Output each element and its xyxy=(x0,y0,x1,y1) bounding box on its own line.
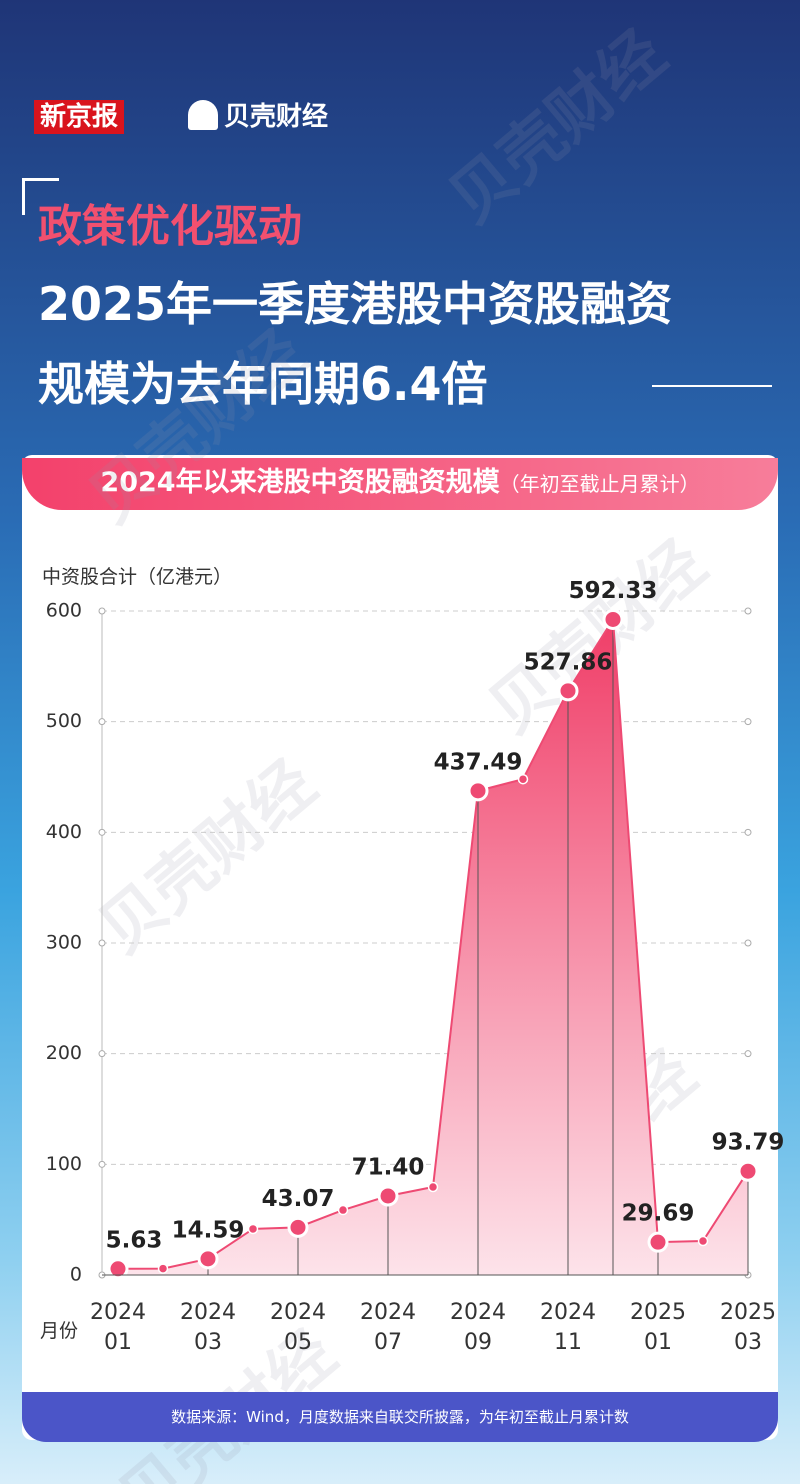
data-point xyxy=(107,1258,129,1280)
data-point xyxy=(157,1263,169,1274)
value-label: 93.79 xyxy=(712,1130,785,1156)
brand-logo: 新京报 xyxy=(34,100,125,134)
title-line: 规模为去年同期6.4倍 xyxy=(38,357,488,411)
brand-logo-2: 贝壳财经 xyxy=(224,102,329,132)
y-tick-label: 200 xyxy=(46,1042,82,1064)
value-label: 43.07 xyxy=(262,1186,335,1212)
value-label: 71.40 xyxy=(352,1154,425,1180)
shell-icon xyxy=(188,100,218,130)
y-axis-label: 中资股合计（亿港元） xyxy=(42,566,233,588)
data-point xyxy=(602,608,624,630)
chart-title: 2024年以来港股中资股融资规模 xyxy=(100,467,500,498)
tick-dot xyxy=(98,607,106,615)
line xyxy=(117,616,749,1270)
y-tick-label: 600 xyxy=(46,600,82,622)
data-point xyxy=(377,1185,399,1207)
data-point xyxy=(287,1216,309,1238)
data-point xyxy=(427,1181,439,1193)
x-tick-label: 2024 03 xyxy=(180,1300,236,1355)
tick-dot xyxy=(98,1160,106,1168)
data-point xyxy=(197,1248,219,1270)
tick-dot xyxy=(98,828,106,836)
corner-deco xyxy=(22,178,59,215)
tick-dot xyxy=(744,718,752,726)
watermark: 贝壳财经 xyxy=(76,317,320,538)
data-point xyxy=(517,773,529,785)
x-tick-label: 2024 09 xyxy=(450,1300,506,1355)
title-line: 2025年一季度港股中资股融资 xyxy=(38,277,673,331)
x-tick-label: 2024 07 xyxy=(360,1300,416,1355)
x-tick-label: 2024 11 xyxy=(540,1300,596,1355)
chart-subtitle: （年初至截止月累计） xyxy=(499,472,700,496)
source-note: 数据来源：Wind，月度数据来自联交所披露，为年初至截止月累计数 xyxy=(22,1392,778,1442)
y-tick-label: 300 xyxy=(46,932,82,954)
watermark: 贝壳财经 xyxy=(86,747,330,968)
y-tick-label: 500 xyxy=(46,710,82,732)
tick-dot xyxy=(98,939,106,947)
data-point xyxy=(647,1231,669,1253)
x-axis-label: 月份 xyxy=(40,1320,79,1342)
tick-dot xyxy=(98,718,106,726)
x-tick-label: 2024 05 xyxy=(270,1300,326,1355)
tick-dot xyxy=(98,1050,106,1058)
x-tick-label: 2024 01 xyxy=(90,1300,146,1355)
data-point xyxy=(557,680,579,702)
tick-dot xyxy=(744,1050,752,1058)
data-point xyxy=(737,1160,759,1182)
tick-dot xyxy=(744,939,752,947)
value-label: 29.69 xyxy=(622,1201,695,1227)
tick-dot xyxy=(744,828,752,836)
value-label: 14.59 xyxy=(172,1217,245,1243)
deco-line xyxy=(652,385,772,387)
watermark: 贝壳财经 xyxy=(436,17,680,238)
y-tick-label: 400 xyxy=(46,821,82,843)
chart-header: 2024年以来港股中资股融资规模（年初至截止月累计） xyxy=(22,458,778,510)
card xyxy=(22,455,778,1440)
data-point xyxy=(467,780,489,802)
value-label: 527.86 xyxy=(524,649,613,675)
value-label: 592.33 xyxy=(569,578,658,604)
data-point xyxy=(337,1204,349,1216)
area xyxy=(118,619,748,1275)
y-tick-label: 0 xyxy=(70,1264,82,1286)
tick-dot xyxy=(744,607,752,615)
value-label: 5.63 xyxy=(106,1227,163,1253)
y-tick-label: 100 xyxy=(46,1153,82,1175)
x-tick-label: 2025 03 xyxy=(720,1300,776,1355)
x-tick-label: 2025 01 xyxy=(630,1300,686,1355)
kicker: 政策优化驱动 xyxy=(38,201,302,252)
value-label: 437.49 xyxy=(434,749,523,775)
data-point xyxy=(697,1235,709,1247)
data-point xyxy=(247,1223,259,1235)
